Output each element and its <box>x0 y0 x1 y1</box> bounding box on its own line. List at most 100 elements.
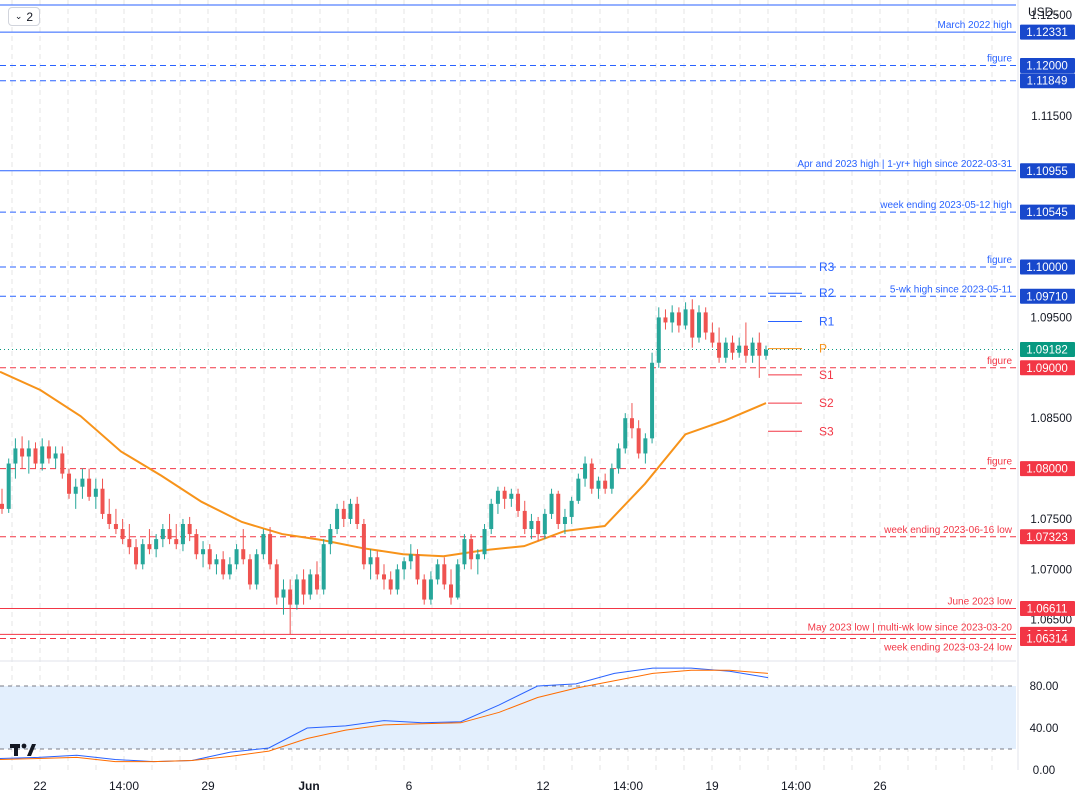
candle-body <box>596 480 601 489</box>
candle <box>415 549 420 585</box>
candle-body <box>100 488 105 514</box>
candle <box>227 557 232 580</box>
candle-body <box>603 480 608 489</box>
candle-body <box>495 490 500 504</box>
candle-body <box>308 574 313 595</box>
candle <box>107 498 112 530</box>
candle <box>221 551 226 580</box>
price-badge <box>1020 204 1075 220</box>
time-axis[interactable]: 22 14:00 29 Jun 6 12 14:00 19 14:00 26 <box>33 779 887 793</box>
price-axis[interactable]: 1.12500 1.11500 1.09500 1.08500 1.07500 1.070… <box>1020 10 1075 777</box>
candle-body <box>764 349 768 356</box>
currency-selector[interactable]: USD⌄ <box>1028 5 1060 19</box>
candle <box>268 527 273 570</box>
pivot-label: R3 <box>819 260 835 274</box>
candle <box>234 544 239 570</box>
candle <box>542 508 547 540</box>
candle-body <box>328 529 333 545</box>
candle <box>87 468 92 501</box>
candle-body <box>6 463 11 509</box>
candle-body <box>757 342 762 356</box>
candle-body <box>428 579 433 600</box>
level-label: figure <box>987 457 1012 468</box>
candle <box>73 478 78 509</box>
candle <box>576 473 581 504</box>
price-tick: 1.12500 <box>1030 10 1072 22</box>
candle-body <box>93 488 98 497</box>
candle-body <box>13 448 18 464</box>
price-badge-label: 1.07323 <box>1026 532 1068 544</box>
candle <box>6 458 11 513</box>
price-tick: 1.11500 <box>1031 111 1072 123</box>
candle-body <box>120 529 125 540</box>
candle <box>180 518 185 552</box>
candle-body <box>167 529 172 540</box>
price-badge-label: 1.08000 <box>1026 464 1068 476</box>
candle-body <box>609 468 614 489</box>
interval-button[interactable]: ⌄ 2 <box>8 7 40 26</box>
candle-body <box>375 557 380 575</box>
tradingview-logo-icon <box>10 743 36 756</box>
candle-body <box>656 317 661 363</box>
candle-body <box>80 478 85 487</box>
candle-body <box>636 428 641 454</box>
candle-body <box>469 539 474 560</box>
price-badge-label: 1.06314 <box>1026 633 1068 645</box>
candle-body <box>0 503 4 509</box>
candle-body <box>670 312 675 323</box>
candle <box>428 571 433 605</box>
candle-body <box>87 478 92 497</box>
candle-body <box>207 549 212 565</box>
candle-body <box>113 524 118 530</box>
candle-body <box>449 584 454 598</box>
candle-body <box>60 453 65 474</box>
price-badge <box>1020 288 1075 304</box>
candle-body <box>154 539 159 550</box>
candle-body <box>616 448 621 469</box>
candle <box>710 322 715 348</box>
candle <box>609 463 614 494</box>
candle <box>335 503 340 535</box>
candle <box>489 498 494 535</box>
candle <box>254 549 259 590</box>
price-badge <box>1020 163 1075 179</box>
candle-body <box>717 342 722 358</box>
candle <box>509 488 514 507</box>
candle-body <box>690 309 695 338</box>
candle <box>529 513 534 540</box>
candle <box>26 440 31 474</box>
candle <box>388 571 393 595</box>
price-badge <box>1020 259 1075 275</box>
candle-body <box>33 448 38 464</box>
chevron-down-icon: ⌄ <box>14 11 23 21</box>
candle-body <box>348 503 353 519</box>
candle-body <box>583 463 588 479</box>
candle <box>395 564 400 595</box>
level-label: Apr and 2023 high | 1-yr+ high since 202… <box>797 159 1012 170</box>
candle <box>154 534 159 558</box>
candle <box>294 574 299 610</box>
price-badge-label: 1.10545 <box>1026 207 1068 219</box>
candle <box>616 443 621 474</box>
candle-body <box>160 529 165 540</box>
candle <box>120 518 125 545</box>
candle <box>241 529 246 565</box>
candle-body <box>388 579 393 590</box>
candle <box>174 524 179 550</box>
candle <box>314 561 319 595</box>
candle-body <box>288 589 293 605</box>
stochastic-tick: 40.00 <box>1030 723 1059 735</box>
candle <box>643 433 648 464</box>
candle-body <box>529 520 534 530</box>
time-tick: 12 <box>536 779 550 793</box>
candle <box>589 458 594 494</box>
candle <box>663 309 668 330</box>
candle-body <box>361 524 366 565</box>
candle <box>247 554 252 590</box>
candle <box>422 574 427 605</box>
candle <box>100 478 105 519</box>
candle <box>0 488 4 514</box>
level-label: week ending 2023-05-12 high <box>879 200 1012 211</box>
candle-body <box>703 312 708 333</box>
